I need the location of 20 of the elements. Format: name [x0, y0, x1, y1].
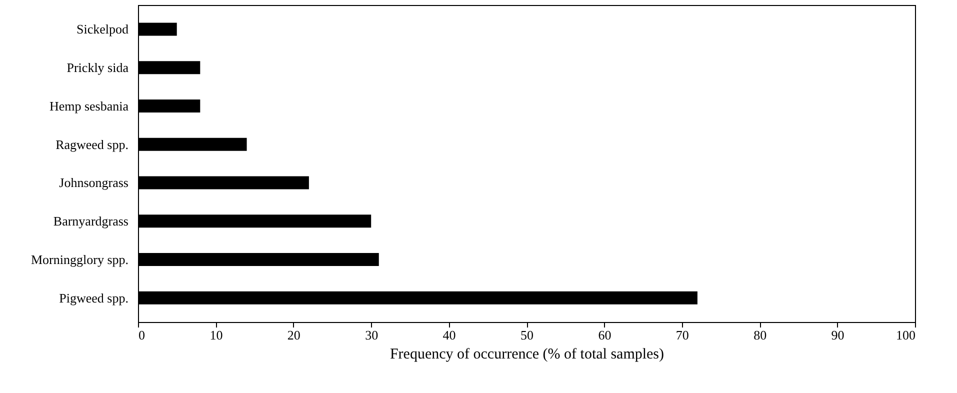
y-tick-label: Pigweed spp.	[59, 290, 128, 306]
x-tick-label: 70	[676, 328, 689, 342]
x-tick-label: 100	[896, 328, 916, 342]
x-tick-label: 40	[442, 328, 456, 342]
y-tick-label: Morningglory spp.	[31, 252, 128, 267]
x-tick-label: 80	[754, 328, 767, 342]
x-tick-label: 50	[520, 328, 534, 342]
y-tick-label: Hemp sesbania	[49, 98, 129, 114]
x-tick-label: 90	[831, 328, 844, 342]
x-tick-label: 0	[138, 328, 145, 342]
y-tick-label: Sickelpod	[76, 22, 129, 37]
x-axis-title: Frequency of occurrence (% of total samples)	[390, 346, 664, 362]
x-tick-label: 30	[365, 328, 378, 342]
y-tick-label: Prickly sida	[66, 60, 129, 76]
y-tick-label: Barnyardgrass	[53, 214, 128, 229]
x-tick-label: 10	[210, 328, 223, 342]
x-tick-label: 60	[598, 328, 612, 342]
y-tick-label: Ragweed spp.	[56, 136, 128, 152]
y-tick-label: Johnsongrass	[59, 175, 128, 190]
x-tick-label: 20	[287, 328, 300, 342]
